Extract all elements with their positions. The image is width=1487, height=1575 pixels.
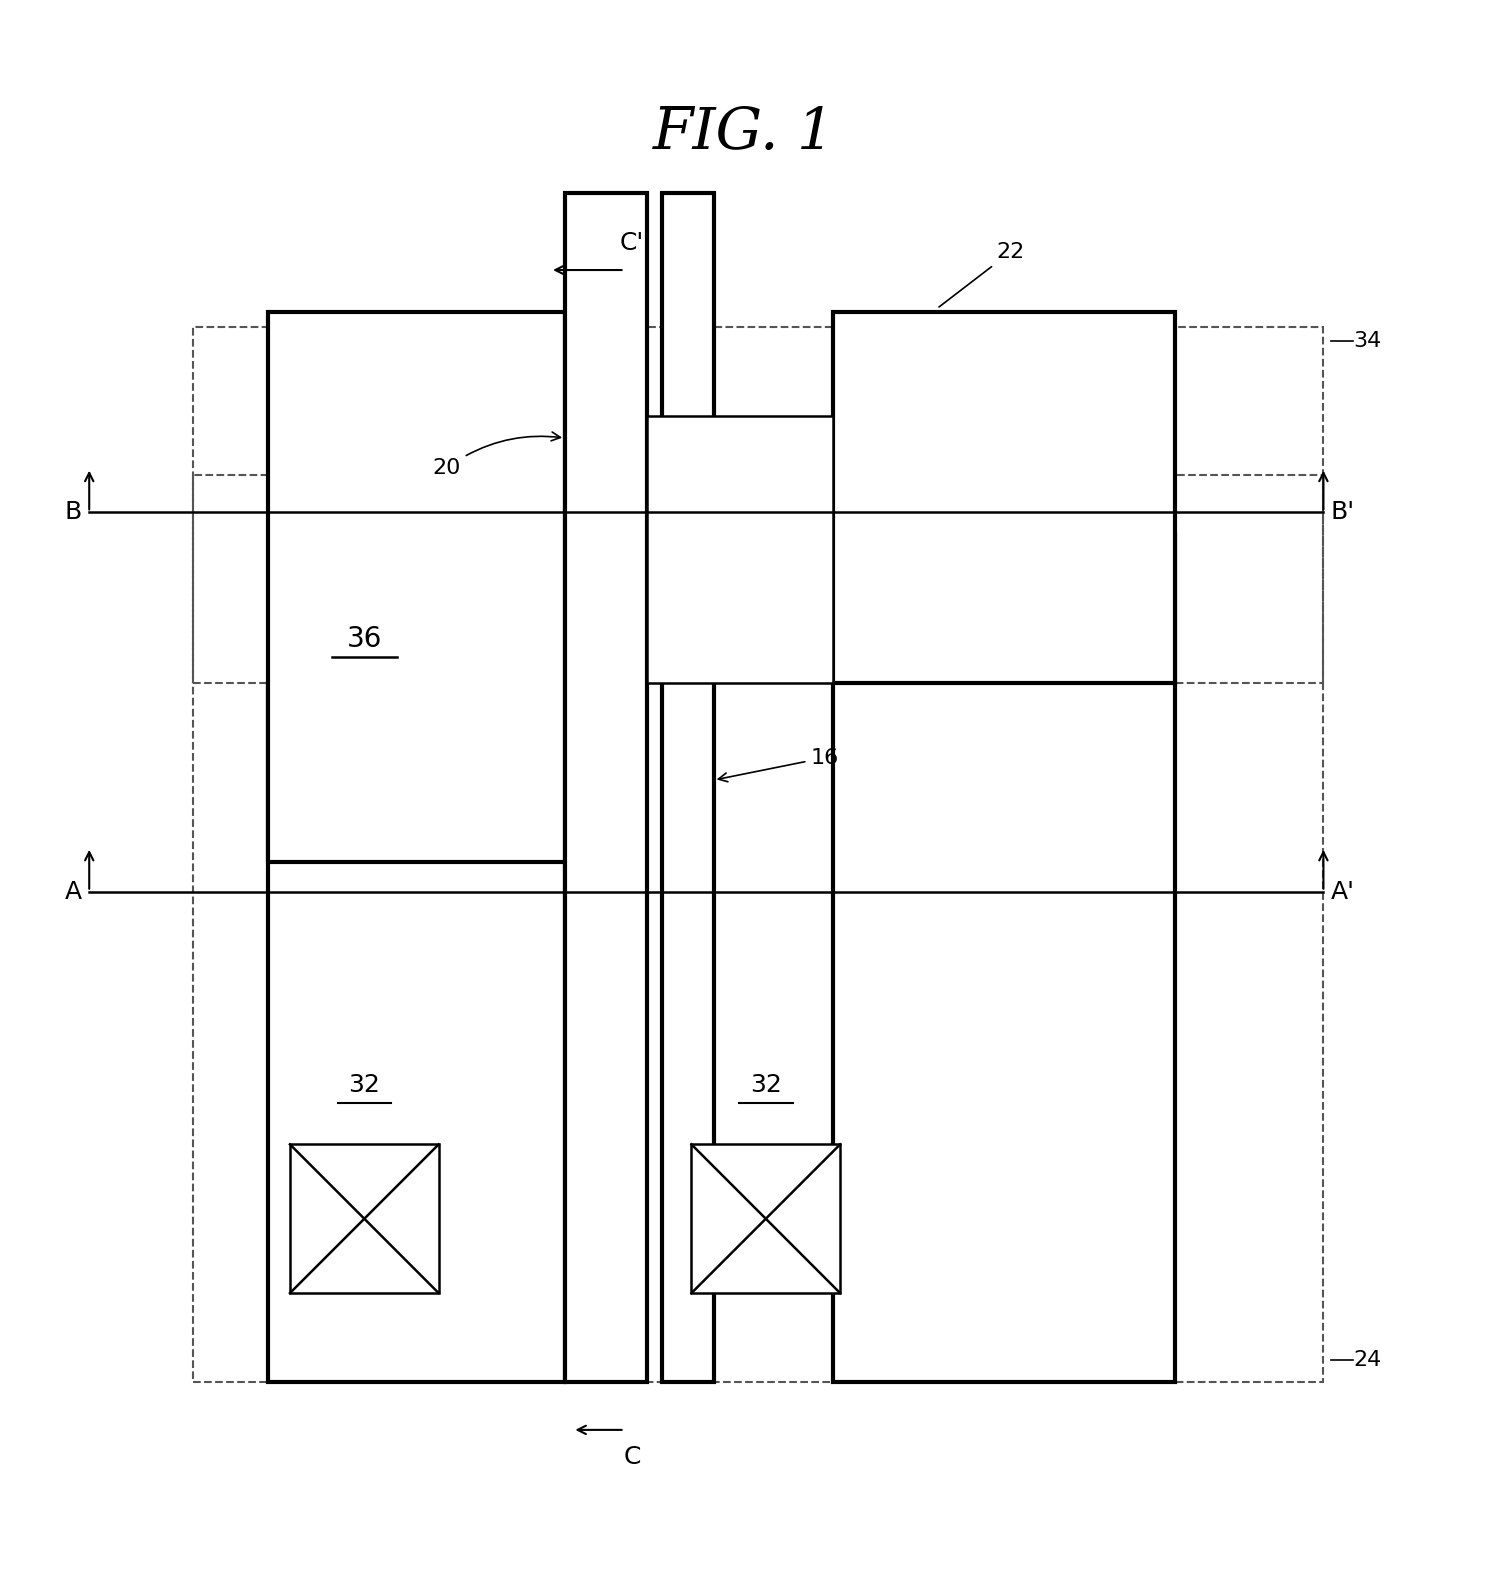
Bar — [691, 1145, 840, 1293]
Bar — [647, 416, 833, 684]
Text: A': A' — [1331, 879, 1355, 904]
Text: 32: 32 — [749, 1073, 782, 1096]
Text: 24: 24 — [1353, 1350, 1381, 1370]
Text: C: C — [623, 1444, 641, 1469]
Bar — [833, 534, 1175, 1383]
Bar — [290, 1145, 439, 1293]
Text: B': B' — [1331, 501, 1355, 524]
Text: C': C' — [620, 232, 644, 255]
Bar — [662, 192, 714, 1383]
Text: 16: 16 — [718, 748, 839, 781]
Text: 20: 20 — [433, 432, 561, 477]
Bar — [833, 312, 1175, 684]
Text: 36: 36 — [346, 625, 382, 652]
Bar — [565, 192, 647, 1383]
Text: A: A — [64, 879, 82, 904]
Bar — [193, 476, 1323, 1383]
Text: B: B — [64, 501, 82, 524]
Bar — [193, 326, 1323, 684]
Text: 34: 34 — [1353, 331, 1381, 351]
Bar — [268, 684, 565, 1383]
Bar — [268, 312, 565, 862]
Text: 32: 32 — [348, 1073, 381, 1096]
Text: 22: 22 — [938, 243, 1025, 307]
Text: FIG. 1: FIG. 1 — [653, 106, 834, 162]
